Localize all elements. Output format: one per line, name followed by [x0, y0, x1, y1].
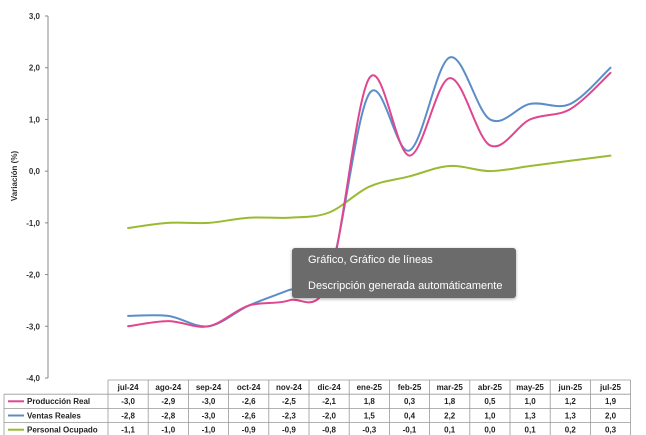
x-tick-label: oct-24: [237, 383, 261, 392]
x-tick-label: abr-25: [478, 383, 503, 392]
table-cell: -0,9: [242, 426, 256, 435]
table-cell: -0,8: [322, 426, 336, 435]
table-cell: -1,1: [121, 426, 135, 435]
table-cell: -2,6: [242, 397, 256, 406]
x-tick-label: may-25: [516, 383, 544, 392]
table-cell: 0,5: [484, 397, 496, 406]
series-line-personal-ocupado: [127, 154, 612, 229]
table-cell: -0,3: [362, 426, 376, 435]
table-cell: 1,9: [605, 397, 617, 406]
table-cell: -2,5: [282, 397, 296, 406]
table-cell: 0,1: [525, 426, 537, 435]
table-cell: 1,5: [364, 411, 376, 420]
table-cell: 0,3: [605, 426, 617, 435]
table-cell: -0,9: [282, 426, 296, 435]
chart-tooltip: Gráfico, Gráfico de líneas Descripción g…: [292, 248, 516, 298]
y-tick-label: -2,0: [26, 271, 40, 280]
table-cell: 0,2: [565, 426, 577, 435]
y-tick-label: 0,0: [29, 167, 41, 176]
table-cell: 2,2: [444, 411, 456, 420]
x-tick-label: ene-25: [357, 383, 383, 392]
tooltip-title: Gráfico, Gráfico de líneas: [308, 254, 433, 266]
table-cell: -3,0: [202, 411, 216, 420]
y-tick-label: -1,0: [26, 219, 40, 228]
table-cell: -3,0: [121, 397, 135, 406]
table-cell: -2,9: [161, 397, 175, 406]
x-tick-label: nov-24: [276, 383, 302, 392]
x-tick-label: sep-24: [196, 383, 222, 392]
y-tick-label: 1,0: [29, 115, 41, 124]
table-cell: 0,1: [444, 426, 456, 435]
x-tick-label: jun-25: [558, 383, 583, 392]
table-cell: -2,3: [282, 411, 296, 420]
table-cell: 1,2: [565, 397, 577, 406]
table-cell: -2,6: [242, 411, 256, 420]
table-cell: -2,0: [322, 411, 336, 420]
table-cell: 2,0: [605, 411, 617, 420]
table-cell: -0,1: [403, 426, 417, 435]
table-cell: 0,3: [404, 397, 416, 406]
x-tick-label: ago-24: [155, 383, 181, 392]
table-cell: 1,0: [484, 411, 496, 420]
table-cell: -2,1: [322, 397, 336, 406]
y-tick-label: -4,0: [26, 374, 40, 383]
table-cell: 1,3: [525, 411, 537, 420]
table-cell: 1,0: [525, 397, 537, 406]
y-tick-label: 3,0: [29, 12, 41, 21]
x-tick-label: jul-25: [599, 383, 621, 392]
table-cell: 0,0: [484, 426, 496, 435]
table-cell: 1,3: [565, 411, 577, 420]
table-cell: -3,0: [202, 397, 216, 406]
y-axis-label: Variación (%): [10, 151, 19, 202]
table-cell: 1,8: [364, 397, 376, 406]
y-tick-label: -3,0: [26, 322, 40, 331]
series-line-producción-real: [127, 71, 612, 328]
legend-label: Ventas Reales: [27, 411, 81, 420]
y-tick-label: 2,0: [29, 64, 41, 73]
table-cell: -1,0: [161, 426, 175, 435]
x-tick-label: dic-24: [318, 383, 342, 392]
table-cell: -2,8: [121, 411, 135, 420]
table-cell: -2,8: [161, 411, 175, 420]
table-cell: 1,8: [444, 397, 456, 406]
legend-label: Producción Real: [27, 397, 90, 406]
legend-label: Personal Ocupado: [27, 426, 98, 435]
x-tick-label: feb-25: [398, 383, 422, 392]
x-tick-label: mar-25: [437, 383, 464, 392]
x-tick-label: jul-24: [117, 383, 139, 392]
tooltip-description: Descripción generada automáticamente: [308, 280, 503, 292]
table-cell: -1,0: [202, 426, 216, 435]
table-cell: 0,4: [404, 411, 416, 420]
